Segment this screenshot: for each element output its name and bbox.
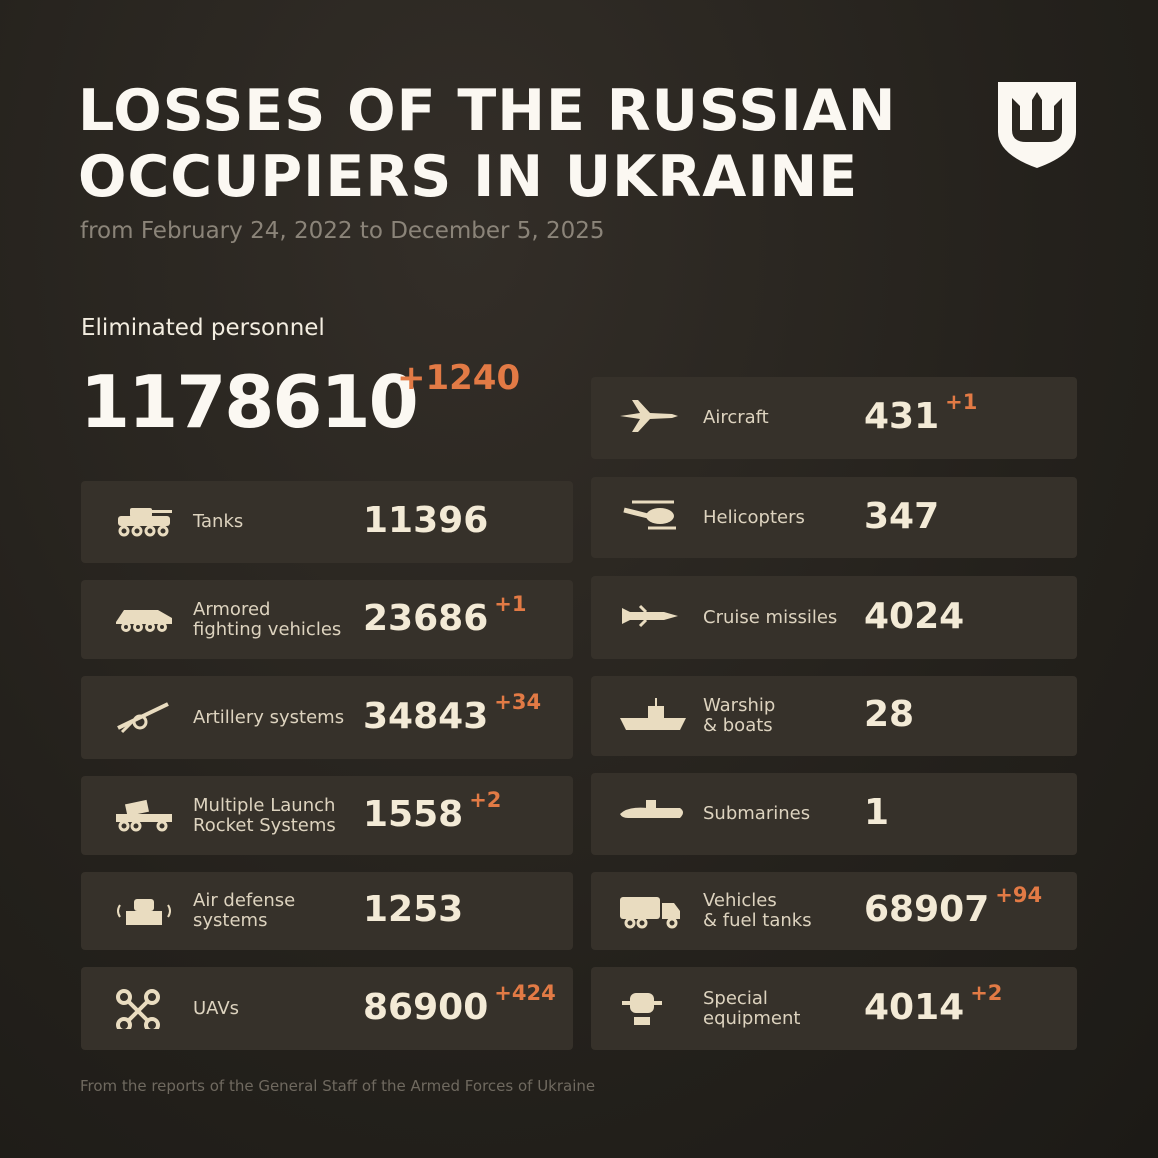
footer: From the reports of the General Staff of…	[80, 1077, 596, 1095]
stat-value: 1558	[363, 793, 464, 835]
label-line: systems	[193, 910, 268, 931]
stat-value: 28	[864, 694, 915, 735]
stat-change: +2	[970, 980, 1003, 1005]
stat-card: Helicopters 347	[591, 477, 1077, 558]
stat-change: +94	[995, 883, 1043, 907]
stat-label: Aircraft	[703, 408, 769, 428]
stat-card: Vehicles & fuel tanks 68907 +94	[591, 872, 1077, 950]
stat-label: Special equipment	[703, 987, 801, 1029]
stat-card: Armored fighting vehicles 23686 +1	[81, 580, 573, 659]
icon	[116, 988, 160, 1029]
label-line: Rocket Systems	[193, 814, 336, 836]
icon	[116, 799, 172, 831]
stat-value: 11396	[363, 500, 489, 541]
icon	[620, 897, 680, 929]
stat-card: UAVs 86900 +424	[81, 967, 573, 1050]
label-line: Special	[703, 987, 768, 1009]
stat-value: 68907	[864, 889, 990, 930]
stat-card: Aircraft 431 +1	[591, 377, 1077, 459]
title: LOSSES OF THE RUSSIAN OCCUPIERS IN UKRAI…	[78, 78, 896, 210]
stat-label: Warship & boats	[703, 696, 775, 736]
label-line: Multiple Launch	[193, 794, 336, 816]
icon	[623, 500, 676, 529]
label-line: Artillery systems	[193, 706, 345, 728]
stat-change: +1	[494, 591, 527, 616]
stat-card: Warship & boats 28	[591, 676, 1077, 756]
icon	[116, 609, 172, 632]
stat-change: +424	[494, 980, 556, 1005]
icon	[620, 400, 678, 432]
stat-value: 431	[864, 396, 940, 437]
personnel-label: Eliminated personnel	[81, 315, 325, 341]
label-line: UAVs	[193, 997, 240, 1019]
stat-value: 1	[864, 792, 890, 833]
stat-card: Tanks 11396	[81, 481, 573, 563]
icon	[118, 508, 172, 537]
stat-change: +34	[494, 689, 542, 714]
title-line: OCCUPIERS IN UKRAINE	[78, 144, 859, 210]
stat-card: Cruise missiles 4024	[591, 576, 1077, 659]
stat-label: Submarines	[703, 804, 810, 824]
stat-card: Multiple Launch Rocket Systems 1558 +2	[81, 776, 573, 855]
stat-change: +2	[469, 787, 502, 812]
icon	[620, 698, 686, 730]
stat-value: 34843	[363, 695, 489, 737]
stat-label: UAVs	[193, 997, 240, 1019]
stat-label: Multiple Launch Rocket Systems	[193, 794, 336, 836]
emblem	[998, 82, 1076, 168]
stat-card: Air defense systems 1253	[81, 872, 573, 950]
icon	[620, 800, 683, 818]
stat-label: Vehicles & fuel tanks	[703, 891, 812, 931]
stat-value: 347	[864, 495, 940, 537]
stat-card: Submarines 1	[591, 773, 1077, 855]
stat-value: 4024	[864, 595, 965, 637]
personnel-change: +1240	[397, 358, 521, 398]
stat-label: Cruise missiles	[703, 606, 838, 628]
icon	[622, 992, 662, 1025]
label-line: Aircraft	[703, 407, 769, 428]
label-line: equipment	[703, 1007, 801, 1029]
label-line: Warship	[703, 695, 776, 716]
stat-value: 4014	[864, 986, 965, 1028]
stat-label: Air defense systems	[193, 891, 295, 931]
label-line: fighting vehicles	[193, 618, 342, 640]
subtitle: from February 24, 2022 to December 5, 20…	[80, 218, 605, 244]
stat-value: 86900	[363, 986, 489, 1028]
stat-value: 1253	[363, 889, 464, 930]
label-line: Submarines	[703, 803, 811, 824]
stat-label: Tanks	[193, 512, 243, 532]
icon	[117, 899, 171, 925]
icon	[622, 604, 678, 627]
icon	[117, 701, 169, 733]
label-line: Air defense	[193, 890, 296, 911]
stat-label: Artillery systems	[193, 706, 345, 728]
label-line: & boats	[703, 715, 773, 736]
label-line: Vehicles	[703, 890, 777, 911]
label-line: Tanks	[193, 511, 244, 532]
stat-card: Special equipment 4014 +2	[591, 967, 1077, 1050]
title-line: LOSSES OF THE RUSSIAN	[78, 78, 897, 144]
stat-change: +1	[945, 390, 978, 414]
label-line: & fuel tanks	[703, 910, 812, 931]
personnel-value: 1178610	[80, 360, 419, 444]
stat-value: 23686	[363, 597, 489, 639]
label-line: Armored	[193, 598, 271, 620]
label-line: Cruise missiles	[703, 606, 838, 628]
stat-label: Helicopters	[703, 506, 805, 528]
label-line: Helicopters	[703, 506, 805, 528]
stat-label: Armored fighting vehicles	[193, 598, 342, 640]
stat-card: Artillery systems 34843 +34	[81, 676, 573, 759]
